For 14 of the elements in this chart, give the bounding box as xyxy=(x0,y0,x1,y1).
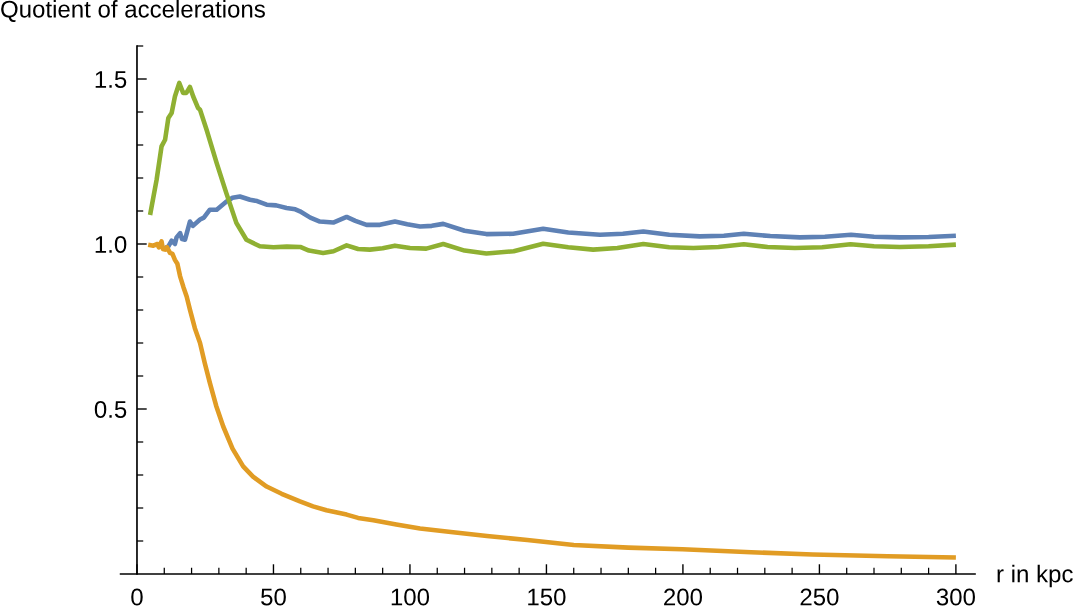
line-series xyxy=(145,239,959,560)
x-tick-label: 100 xyxy=(391,588,430,606)
x-tick-label: 150 xyxy=(528,588,566,606)
y-axis-title: Quotient of accelerations xyxy=(1,0,265,22)
line-series xyxy=(147,80,959,256)
x-tick-label: 0 xyxy=(131,588,143,606)
x-tick-label: 250 xyxy=(800,588,839,606)
x-axis-title: r in kpc xyxy=(997,564,1073,588)
y-tick-label: 0.5 xyxy=(94,400,127,418)
x-tick-label: 50 xyxy=(261,588,286,606)
y-tick-label: 1.5 xyxy=(95,71,127,88)
x-tick-label: 300 xyxy=(936,588,975,606)
y-tick-label: 1.0 xyxy=(95,235,127,253)
x-tick-label: 200 xyxy=(664,588,703,606)
